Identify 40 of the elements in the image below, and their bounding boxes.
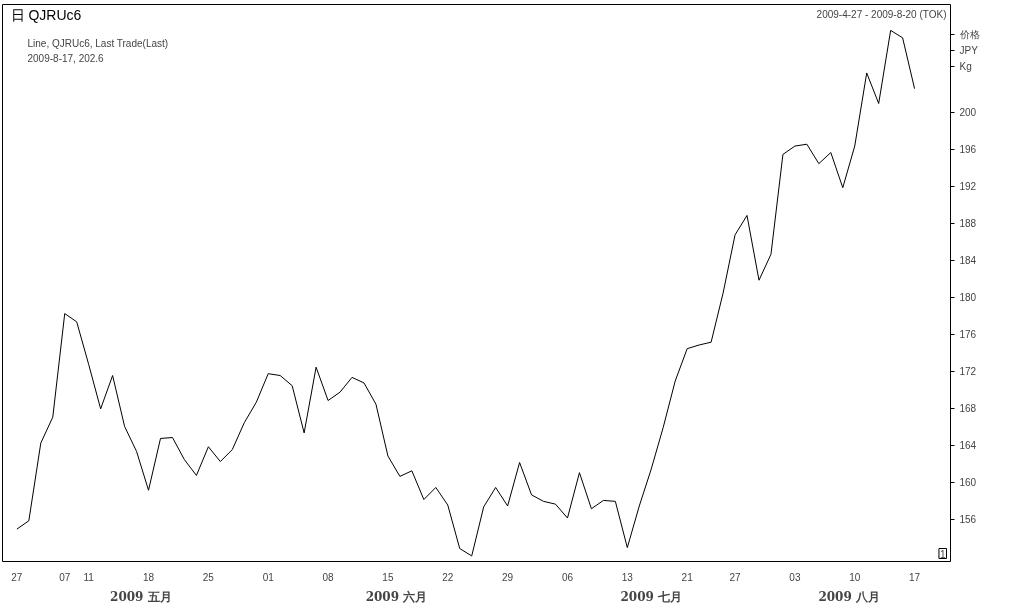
x-tick-label: 08 bbox=[322, 571, 335, 583]
text: 2009 五月 bbox=[110, 589, 172, 604]
y-tick-label: 188 bbox=[959, 218, 977, 230]
x-tick-label: 27 bbox=[11, 571, 23, 583]
x-tick-label: 01 bbox=[262, 571, 275, 583]
x-tick-label: 29 bbox=[502, 571, 514, 583]
y-tick-label: 176 bbox=[959, 329, 977, 341]
y-tick-label: 164 bbox=[959, 440, 977, 452]
y-tick-label: 156 bbox=[959, 514, 977, 526]
y-tick-label: 184 bbox=[959, 255, 977, 267]
annotation: 2009-8-17, 202.6 bbox=[27, 52, 105, 64]
x-tick-label: 18 bbox=[142, 571, 155, 583]
y-tick-label: 180 bbox=[959, 292, 977, 304]
x-tick-label: 07 bbox=[59, 571, 71, 583]
text: 2009 八月 bbox=[818, 589, 880, 604]
y-tick-label: 200 bbox=[959, 107, 977, 119]
x-tick-label: 06 bbox=[561, 571, 574, 583]
x-tick-label: 03 bbox=[789, 571, 801, 583]
chart-title: 日 QJRUc6 bbox=[10, 6, 82, 23]
x-tick-label: 11 bbox=[83, 571, 95, 583]
x-tick-label: 17 bbox=[909, 571, 921, 583]
y-tick-label: 160 bbox=[959, 477, 977, 489]
y-tick-label: 192 bbox=[959, 181, 977, 193]
x-tick-label: 15 bbox=[382, 571, 394, 583]
x-tick-label: 13 bbox=[621, 571, 634, 583]
y-tick-label: 168 bbox=[959, 403, 977, 415]
x-tick-label: 21 bbox=[681, 571, 694, 583]
text: 2009 六月 bbox=[365, 589, 428, 604]
x-tick-label: 22 bbox=[442, 571, 454, 583]
x-tick-label: 10 bbox=[849, 571, 861, 583]
text: 2009 七月 bbox=[620, 589, 683, 604]
x-tick-label: 27 bbox=[729, 571, 742, 583]
x-tick-label: 25 bbox=[202, 571, 215, 583]
y-tick-label: 196 bbox=[959, 144, 977, 156]
y-axis-title: 价格 JPY Kg bbox=[958, 28, 980, 72]
y-tick-label: 172 bbox=[959, 366, 977, 378]
text: 1 bbox=[939, 548, 946, 560]
annotation: 2009-4-27 - 2009-8-20 (TOK) bbox=[816, 8, 947, 20]
line-series bbox=[16, 29, 916, 557]
text: Line, QJRUc6, Last Trade(Last) bbox=[27, 37, 169, 49]
